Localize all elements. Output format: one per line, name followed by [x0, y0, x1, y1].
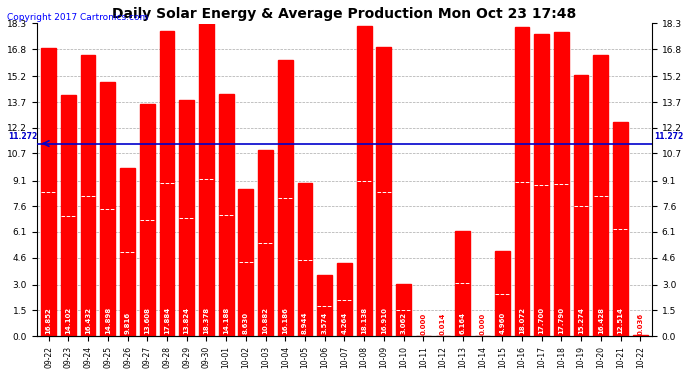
Bar: [554, 32, 569, 336]
Bar: [337, 263, 352, 336]
Text: 0.000: 0.000: [480, 313, 486, 335]
Bar: [297, 183, 313, 336]
Text: 3.574: 3.574: [322, 312, 328, 334]
Bar: [495, 251, 510, 336]
Text: 0.036: 0.036: [638, 312, 643, 334]
Text: 16.186: 16.186: [282, 308, 288, 334]
Text: 16.852: 16.852: [46, 308, 52, 334]
Text: 14.898: 14.898: [105, 307, 111, 334]
Text: 12.514: 12.514: [618, 308, 624, 334]
Bar: [100, 82, 115, 336]
Text: 16.428: 16.428: [598, 308, 604, 334]
Bar: [515, 27, 529, 336]
Text: 8.630: 8.630: [243, 312, 249, 334]
Bar: [219, 94, 233, 336]
Text: 4.960: 4.960: [499, 312, 505, 334]
Bar: [593, 56, 608, 336]
Bar: [357, 26, 371, 336]
Bar: [239, 189, 253, 336]
Bar: [179, 100, 194, 336]
Text: 9.816: 9.816: [124, 312, 130, 334]
Text: 18.378: 18.378: [204, 307, 209, 334]
Text: 8.944: 8.944: [302, 312, 308, 334]
Bar: [573, 75, 589, 336]
Text: 18.072: 18.072: [519, 308, 525, 334]
Text: Copyright 2017 Cartronics.com: Copyright 2017 Cartronics.com: [7, 13, 148, 22]
Text: 14.102: 14.102: [66, 307, 71, 334]
Text: 11.272: 11.272: [8, 132, 38, 141]
Text: 16.432: 16.432: [85, 308, 91, 334]
Bar: [317, 275, 332, 336]
Bar: [377, 47, 391, 336]
Bar: [396, 284, 411, 336]
Bar: [81, 56, 95, 336]
Text: 11.272: 11.272: [654, 132, 683, 141]
Text: 13.824: 13.824: [184, 307, 190, 334]
Text: 16.910: 16.910: [381, 308, 387, 334]
Bar: [120, 168, 135, 336]
Bar: [534, 34, 549, 336]
Text: 10.882: 10.882: [263, 308, 268, 334]
Text: 6.164: 6.164: [460, 312, 466, 334]
Title: Daily Solar Energy & Average Production Mon Oct 23 17:48: Daily Solar Energy & Average Production …: [112, 7, 577, 21]
Text: 17.884: 17.884: [164, 307, 170, 334]
Bar: [455, 231, 470, 336]
Text: 3.062: 3.062: [401, 312, 406, 334]
Text: 15.274: 15.274: [578, 308, 584, 334]
Bar: [41, 48, 56, 336]
Text: 0.014: 0.014: [440, 313, 446, 335]
Bar: [258, 150, 273, 336]
Bar: [61, 95, 76, 336]
Bar: [159, 31, 175, 336]
Bar: [278, 60, 293, 336]
Text: 4.264: 4.264: [342, 312, 348, 334]
Text: 14.188: 14.188: [223, 307, 229, 334]
Text: 17.790: 17.790: [558, 307, 564, 334]
Bar: [613, 122, 628, 336]
Text: 13.608: 13.608: [144, 308, 150, 334]
Bar: [199, 22, 214, 336]
Text: 18.138: 18.138: [361, 307, 367, 334]
Bar: [140, 104, 155, 336]
Text: 17.700: 17.700: [539, 307, 544, 334]
Text: 0.000: 0.000: [420, 313, 426, 335]
